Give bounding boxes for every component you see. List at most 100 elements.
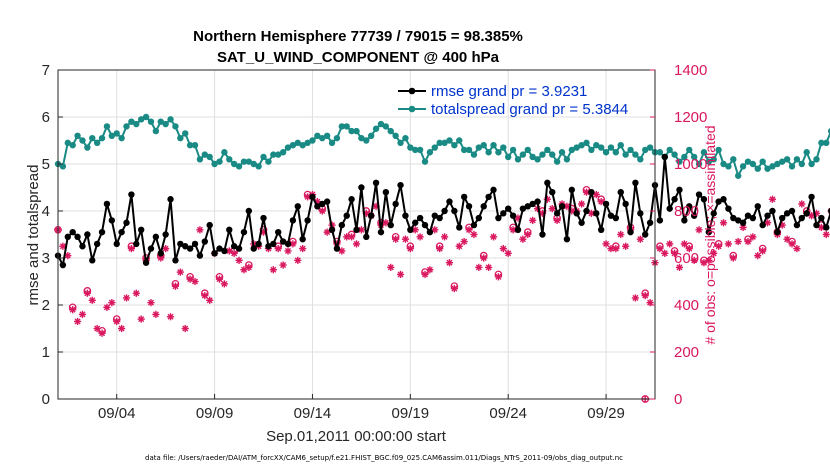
obs-assimilated-point <box>78 310 87 318</box>
rmse-point <box>759 221 766 229</box>
rmse-point <box>573 210 580 217</box>
rmse-point <box>597 226 605 233</box>
totalspread-point <box>142 113 150 121</box>
rmse-point <box>553 210 561 217</box>
rmse-point <box>666 205 673 212</box>
totalspread-point <box>387 127 394 135</box>
obs-assimilated-point <box>455 242 463 250</box>
rmse-point <box>89 257 96 264</box>
totalspread-point <box>818 139 825 147</box>
rmse-point <box>769 207 776 215</box>
totalspread-point <box>573 144 580 151</box>
totalspread-point <box>152 127 160 135</box>
totalspread-point <box>441 139 448 147</box>
plot-frame <box>57 69 656 400</box>
legend-marker-totalspread <box>408 105 416 113</box>
rmse-point <box>64 233 71 241</box>
totalspread-point <box>255 163 262 170</box>
rmse-point <box>98 228 106 236</box>
obs-possible-point <box>112 315 121 323</box>
obs-assimilated-point <box>597 198 605 206</box>
totalspread-point <box>177 134 184 142</box>
totalspread-point <box>133 120 140 128</box>
rmse-point <box>519 205 527 212</box>
rmse-point <box>416 214 424 222</box>
totalspread-point <box>519 151 527 158</box>
rmse-point <box>563 236 571 243</box>
rmse-point <box>309 193 316 201</box>
y-tick-label: 0 <box>42 391 50 408</box>
totalspread-point <box>79 137 86 144</box>
rmse-point <box>534 198 541 205</box>
totalspread-point <box>793 156 801 163</box>
totalspread-point <box>211 160 218 168</box>
totalspread-point <box>500 144 507 151</box>
obs-assimilated-point <box>396 270 405 279</box>
obs-assimilated-point <box>387 263 395 271</box>
y2-tick-label: 1200 <box>674 109 707 126</box>
totalspread-point <box>309 137 316 144</box>
totalspread-point <box>235 163 243 170</box>
rmse-point <box>754 203 761 210</box>
rmse-point <box>813 221 820 229</box>
totalspread-point <box>382 123 390 130</box>
obs-possible-point <box>406 242 415 251</box>
obs-assimilated-point <box>675 263 684 271</box>
totalspread-point <box>803 149 810 156</box>
totalspread-point <box>690 153 698 161</box>
y2-tick-label: 400 <box>674 297 699 314</box>
totalspread-point <box>681 153 688 161</box>
rmse-point <box>412 219 419 226</box>
obs-possible-point <box>685 242 694 251</box>
obs-assimilated-point <box>152 310 160 318</box>
totalspread-point <box>221 149 228 156</box>
rmse-point <box>470 221 478 229</box>
totalspread-point <box>558 149 566 156</box>
totalspread-point <box>779 158 786 165</box>
rmse-point <box>431 212 438 219</box>
rmse-point <box>260 214 267 222</box>
totalspread-point <box>392 132 399 139</box>
obs-assimilated-point <box>166 313 175 321</box>
obs-assimilated-point <box>64 252 72 260</box>
rmse-point <box>255 240 262 248</box>
rmse-point <box>764 212 771 219</box>
rmse-point <box>230 243 238 250</box>
rmse-point <box>725 205 732 212</box>
obs-assimilated-point <box>132 289 140 297</box>
rmse-point <box>460 193 468 201</box>
x-tick-label: 09/24 <box>489 405 527 422</box>
rmse-point <box>578 219 585 226</box>
rmse-point <box>686 203 693 210</box>
rmse-point <box>788 207 796 215</box>
rmse-point <box>123 219 130 226</box>
y2-axis-ticks: 0 200 400 600 800 1000 1200 1400 <box>650 62 707 408</box>
x-tick-label: 09/09 <box>196 405 234 422</box>
totalspread-point <box>402 134 409 142</box>
rmse-point <box>226 226 233 233</box>
totalspread-point <box>98 134 106 142</box>
rmse-point <box>319 200 326 208</box>
totalspread-point <box>739 163 747 170</box>
y-tick-label: 4 <box>42 203 50 220</box>
x-tick-label: 09/19 <box>392 405 430 422</box>
y2-tick-label: 600 <box>674 250 699 267</box>
totalspread-point <box>446 137 453 144</box>
rmse-point <box>328 226 336 233</box>
obs-possible-point <box>641 289 650 298</box>
rmse-point <box>367 212 375 219</box>
totalspread-point <box>705 158 713 165</box>
rmse-point <box>661 153 668 161</box>
totalspread-point <box>524 146 531 154</box>
obs-possible-point <box>656 242 664 251</box>
obs-possible-point <box>729 251 738 260</box>
rmse-point <box>353 226 360 233</box>
obs-assimilated-point <box>416 233 424 241</box>
obs-assimilated-point <box>548 205 556 213</box>
totalspread-point <box>783 156 791 163</box>
obs-assimilated-point <box>108 299 116 307</box>
rmse-point <box>314 203 321 210</box>
rmse-point <box>79 243 86 250</box>
rmse-point <box>524 203 531 210</box>
totalspread-point <box>544 146 551 154</box>
